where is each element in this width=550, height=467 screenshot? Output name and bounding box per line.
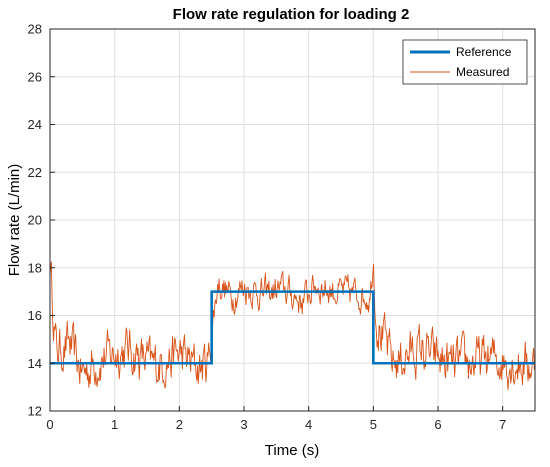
y-tick-label: 24 [28, 117, 42, 132]
x-tick-label: 0 [46, 417, 53, 432]
y-tick-label: 14 [28, 356, 42, 371]
x-axis-label: Time (s) [265, 442, 319, 459]
x-tick-label: 2 [176, 417, 183, 432]
y-tick-label: 26 [28, 69, 42, 84]
legend-label-measured: Measured [456, 65, 509, 79]
x-tick-label: 3 [240, 417, 247, 432]
y-tick-label: 12 [28, 404, 42, 419]
series-layer [49, 261, 536, 391]
y-tick-label: 28 [28, 22, 42, 37]
x-tick-label: 6 [434, 417, 441, 432]
legend-box [402, 39, 528, 85]
series-reference-line [50, 290, 535, 365]
y-tick-label: 20 [28, 213, 42, 228]
x-tick-label: 7 [499, 417, 506, 432]
legend: Reference Measured [402, 39, 528, 85]
x-tick-label: 1 [111, 417, 118, 432]
y-tick-label: 16 [28, 308, 42, 323]
legend-label-reference: Reference [456, 45, 512, 59]
y-axis-label: Flow rate (L/min) [6, 164, 23, 277]
series-measured-line [49, 261, 536, 391]
x-tick-label: 4 [305, 417, 312, 432]
y-tick-label: 18 [28, 260, 42, 275]
y-tick-label: 22 [28, 165, 42, 180]
chart-title: Flow rate regulation for loading 2 [173, 6, 410, 23]
x-tick-label: 5 [370, 417, 377, 432]
